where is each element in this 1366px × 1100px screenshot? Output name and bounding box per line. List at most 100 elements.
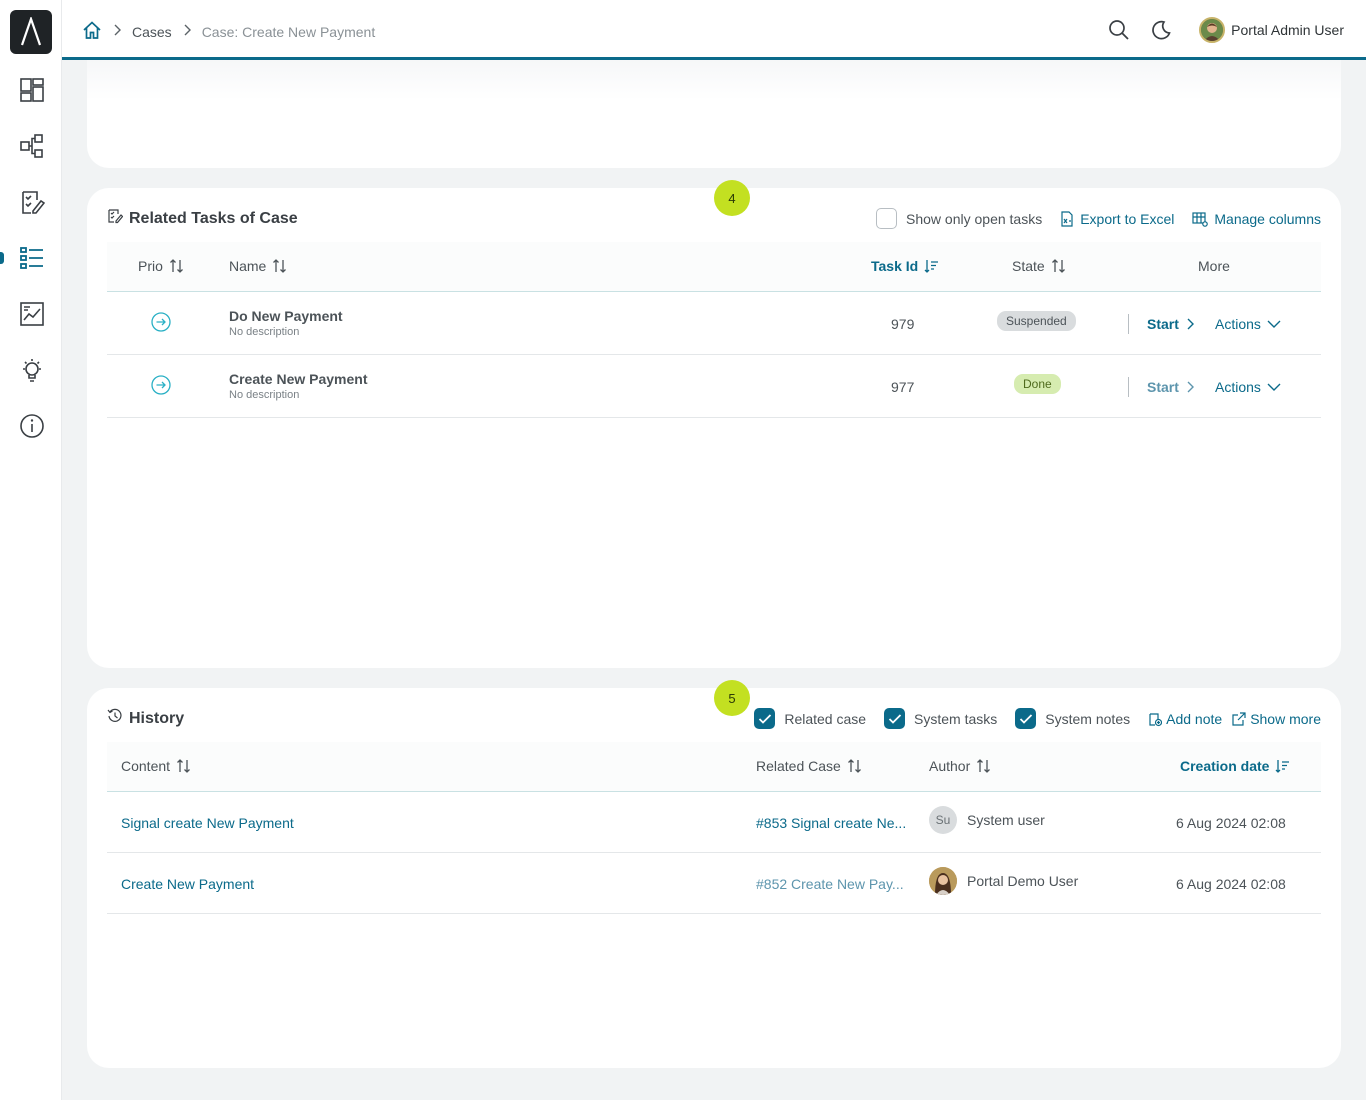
checkbox[interactable] xyxy=(1015,708,1037,729)
related-tasks-title: Related Tasks of Case xyxy=(107,208,298,229)
sidebar-item-ideas[interactable] xyxy=(14,352,50,388)
sidebar-item-processes[interactable] xyxy=(14,128,50,164)
actions-dropdown[interactable]: Actions xyxy=(1215,379,1281,395)
checkbox[interactable] xyxy=(876,208,898,229)
card-title-text: Related Tasks of Case xyxy=(129,209,298,227)
chevron-right-icon xyxy=(112,23,122,40)
related-case-link[interactable]: #852 Create New Pay... xyxy=(756,876,904,892)
col-label: Task Id xyxy=(871,258,919,274)
excel-icon xyxy=(1061,210,1073,227)
history-card: 5 History Related case System tasks Syst… xyxy=(87,680,1341,1068)
history-content-link[interactable]: Create New Payment xyxy=(121,876,255,892)
checkbox-label: Related case xyxy=(784,710,867,727)
task-name[interactable]: Do New Payment xyxy=(229,308,343,324)
history-content-link[interactable]: Signal create New Payment xyxy=(121,815,294,831)
tasks-icon xyxy=(22,191,45,214)
history-icon xyxy=(107,708,123,729)
show-more-link[interactable]: Show more xyxy=(1232,711,1321,727)
task-name[interactable]: Create New Payment xyxy=(229,371,368,387)
col-state[interactable]: State xyxy=(1012,258,1067,274)
priority-icon xyxy=(151,312,171,335)
sort-icon xyxy=(1051,259,1065,273)
col-content[interactable]: Content xyxy=(121,758,192,774)
actions-dropdown[interactable]: Actions xyxy=(1215,316,1281,332)
task-name-cell[interactable]: Do New Payment No description xyxy=(229,308,343,338)
sidebar-item-dashboard[interactable] xyxy=(14,72,50,108)
task-name-cell[interactable]: Create New Payment No description xyxy=(229,371,368,401)
divider xyxy=(1128,377,1129,397)
card-fade xyxy=(87,60,1341,100)
system-notes-checkbox[interactable]: System notes xyxy=(1015,708,1130,729)
sidebar-item-info[interactable] xyxy=(14,408,50,444)
creation-date: 6 Aug 2024 02:08 xyxy=(1176,815,1286,831)
show-open-tasks-checkbox[interactable]: Show only open tasks xyxy=(876,208,1042,229)
col-more: More xyxy=(1198,258,1230,274)
checkbox[interactable] xyxy=(754,708,776,729)
checkbox-label: System notes xyxy=(1045,710,1131,727)
check-icon xyxy=(1019,713,1032,724)
info-icon xyxy=(20,414,44,438)
history-toolbar: Related case System tasks System notes A… xyxy=(754,708,1321,729)
manage-columns-label: Manage columns xyxy=(1214,210,1321,227)
search-button[interactable] xyxy=(1103,14,1135,46)
breadcrumb-cases[interactable]: Cases xyxy=(132,23,172,40)
add-note-link[interactable]: Add note xyxy=(1148,711,1222,727)
start-label: Start xyxy=(1147,379,1179,395)
table-row[interactable]: Create New Payment No description 977 Do… xyxy=(107,355,1321,418)
table-header: Content Related Case Author Creation dat… xyxy=(107,742,1321,792)
table-header: Prio Name Task Id State More xyxy=(107,242,1321,292)
export-excel-link[interactable]: Export to Excel xyxy=(1060,211,1174,227)
add-note-label: Add note xyxy=(1166,710,1223,727)
related-case-link[interactable]: #853 Signal create Ne... xyxy=(756,815,907,831)
checkbox[interactable] xyxy=(884,708,906,729)
chevron-down-icon xyxy=(1267,383,1281,391)
col-prio[interactable]: Prio xyxy=(138,258,185,274)
sidebar-item-cases[interactable] xyxy=(14,240,50,276)
table-row: Signal create New Payment #853 Signal cr… xyxy=(107,792,1321,853)
col-author[interactable]: Author xyxy=(929,758,992,774)
col-related-case[interactable]: Related Case xyxy=(756,758,863,774)
avatar xyxy=(929,867,957,895)
col-label: Name xyxy=(229,258,267,274)
top-bar: Cases Case: Create New Payment Portal Ad… xyxy=(62,0,1366,60)
related-tasks-card: 4 Related Tasks of Case Show only open t… xyxy=(87,180,1341,668)
user-menu[interactable]: Portal Admin User xyxy=(1199,17,1344,43)
sidebar-item-tasks[interactable] xyxy=(14,184,50,220)
check-icon xyxy=(758,713,771,724)
col-label: More xyxy=(1198,258,1230,274)
start-task-button[interactable]: Start xyxy=(1147,379,1195,395)
col-creation-date[interactable]: Creation date xyxy=(1180,758,1291,774)
col-label: Related Case xyxy=(756,758,841,774)
sort-icon xyxy=(847,759,861,773)
step-badge: 5 xyxy=(714,680,750,716)
system-tasks-checkbox[interactable]: System tasks xyxy=(884,708,997,729)
home-icon[interactable] xyxy=(82,20,102,43)
col-name[interactable]: Name xyxy=(229,258,288,274)
manage-columns-link[interactable]: Manage columns xyxy=(1192,211,1321,227)
sort-desc-icon xyxy=(924,260,939,273)
table-row[interactable]: Do New Payment No description 979 Suspen… xyxy=(107,292,1321,355)
user-name: Portal Admin User xyxy=(1231,22,1344,38)
sort-icon xyxy=(273,259,287,273)
col-task-id[interactable]: Task Id xyxy=(871,258,940,274)
task-id: 977 xyxy=(891,379,915,395)
step-badge: 4 xyxy=(714,180,750,216)
col-label: Content xyxy=(121,758,171,774)
app-logo[interactable] xyxy=(10,10,52,54)
sidebar-item-statistics[interactable] xyxy=(14,296,50,332)
start-task-button[interactable]: Start xyxy=(1147,316,1195,332)
related-case-checkbox[interactable]: Related case xyxy=(754,708,866,729)
theme-toggle-button[interactable] xyxy=(1145,14,1177,46)
col-label: State xyxy=(1012,258,1045,274)
checkbox-label: System tasks xyxy=(914,710,998,727)
check-icon xyxy=(888,713,901,724)
priority-icon xyxy=(151,375,171,398)
task-description: No description xyxy=(229,389,300,401)
sort-icon xyxy=(169,259,183,273)
history-title: History xyxy=(107,708,184,729)
sort-icon xyxy=(177,759,191,773)
tasks-icon xyxy=(107,208,124,229)
start-label: Start xyxy=(1147,316,1179,332)
checkbox-label: Show only open tasks xyxy=(906,210,1043,227)
statistics-icon xyxy=(20,302,44,326)
